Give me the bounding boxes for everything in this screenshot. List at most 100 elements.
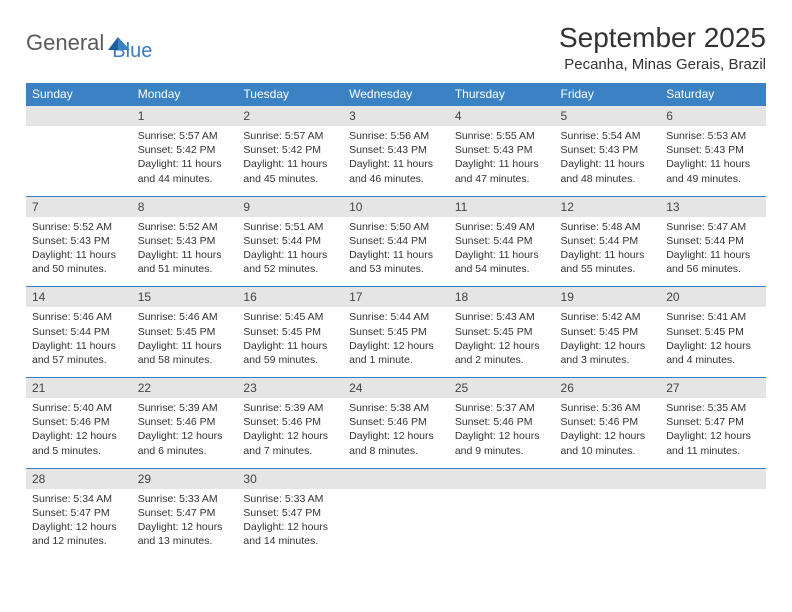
cell-sunset: Sunset: 5:46 PM [243, 415, 337, 429]
day-cell: Sunrise: 5:36 AMSunset: 5:46 PMDaylight:… [555, 398, 661, 468]
cell-day1: Daylight: 11 hours [243, 248, 337, 262]
cell-sunrise: Sunrise: 5:48 AM [561, 220, 655, 234]
cell-day2: and 53 minutes. [349, 262, 443, 276]
cell-day2: and 5 minutes. [32, 444, 126, 458]
logo: General Blue [26, 22, 152, 63]
day-cell: Sunrise: 5:45 AMSunset: 5:45 PMDaylight:… [237, 307, 343, 377]
day-number: 15 [132, 287, 238, 308]
cell-day1: Daylight: 12 hours [32, 520, 126, 534]
day-cell [343, 489, 449, 559]
day-cell: Sunrise: 5:40 AMSunset: 5:46 PMDaylight:… [26, 398, 132, 468]
day-cell: Sunrise: 5:46 AMSunset: 5:45 PMDaylight:… [132, 307, 238, 377]
day-cell: Sunrise: 5:53 AMSunset: 5:43 PMDaylight:… [660, 126, 766, 196]
day-number [26, 106, 132, 127]
day-cell: Sunrise: 5:47 AMSunset: 5:44 PMDaylight:… [660, 217, 766, 287]
cell-day1: Daylight: 11 hours [243, 157, 337, 171]
daynum-row: 282930 [26, 468, 766, 489]
cell-row: Sunrise: 5:34 AMSunset: 5:47 PMDaylight:… [26, 489, 766, 559]
cell-sunrise: Sunrise: 5:56 AM [349, 129, 443, 143]
cell-day2: and 11 minutes. [666, 444, 760, 458]
day-number: 9 [237, 196, 343, 217]
cell-day2: and 57 minutes. [32, 353, 126, 367]
cell-day2: and 50 minutes. [32, 262, 126, 276]
cell-day2: and 8 minutes. [349, 444, 443, 458]
cell-sunset: Sunset: 5:46 PM [32, 415, 126, 429]
cell-day1: Daylight: 12 hours [349, 339, 443, 353]
cell-sunrise: Sunrise: 5:44 AM [349, 310, 443, 324]
cell-day2: and 4 minutes. [666, 353, 760, 367]
cell-day2: and 54 minutes. [455, 262, 549, 276]
cell-day2: and 58 minutes. [138, 353, 232, 367]
cell-day2: and 7 minutes. [243, 444, 337, 458]
day-number: 4 [449, 106, 555, 127]
cell-sunset: Sunset: 5:47 PM [138, 506, 232, 520]
cell-sunset: Sunset: 5:46 PM [561, 415, 655, 429]
dayhead-sat: Saturday [660, 83, 766, 106]
cell-day1: Daylight: 11 hours [455, 157, 549, 171]
cell-day2: and 10 minutes. [561, 444, 655, 458]
day-cell: Sunrise: 5:57 AMSunset: 5:42 PMDaylight:… [132, 126, 238, 196]
cell-day1: Daylight: 12 hours [138, 429, 232, 443]
daynum-row: 123456 [26, 106, 766, 127]
cell-sunrise: Sunrise: 5:52 AM [32, 220, 126, 234]
cell-sunrise: Sunrise: 5:55 AM [455, 129, 549, 143]
cell-day2: and 2 minutes. [455, 353, 549, 367]
cell-sunrise: Sunrise: 5:57 AM [243, 129, 337, 143]
day-number: 17 [343, 287, 449, 308]
cell-day1: Daylight: 12 hours [561, 339, 655, 353]
cell-sunrise: Sunrise: 5:37 AM [455, 401, 549, 415]
day-number: 29 [132, 468, 238, 489]
day-number: 27 [660, 378, 766, 399]
cell-day1: Daylight: 12 hours [561, 429, 655, 443]
day-cell: Sunrise: 5:38 AMSunset: 5:46 PMDaylight:… [343, 398, 449, 468]
day-cell: Sunrise: 5:56 AMSunset: 5:43 PMDaylight:… [343, 126, 449, 196]
cell-row: Sunrise: 5:46 AMSunset: 5:44 PMDaylight:… [26, 307, 766, 377]
day-cell: Sunrise: 5:37 AMSunset: 5:46 PMDaylight:… [449, 398, 555, 468]
cell-day2: and 47 minutes. [455, 172, 549, 186]
cell-sunset: Sunset: 5:44 PM [243, 234, 337, 248]
cell-day1: Daylight: 11 hours [32, 248, 126, 262]
cell-sunrise: Sunrise: 5:57 AM [138, 129, 232, 143]
day-cell: Sunrise: 5:33 AMSunset: 5:47 PMDaylight:… [132, 489, 238, 559]
cell-sunrise: Sunrise: 5:35 AM [666, 401, 760, 415]
cell-day1: Daylight: 11 hours [32, 339, 126, 353]
cell-sunrise: Sunrise: 5:51 AM [243, 220, 337, 234]
cell-day1: Daylight: 11 hours [349, 248, 443, 262]
cell-sunrise: Sunrise: 5:45 AM [243, 310, 337, 324]
day-number: 1 [132, 106, 238, 127]
day-number [343, 468, 449, 489]
cell-day1: Daylight: 12 hours [666, 429, 760, 443]
day-cell: Sunrise: 5:51 AMSunset: 5:44 PMDaylight:… [237, 217, 343, 287]
cell-day2: and 45 minutes. [243, 172, 337, 186]
day-cell: Sunrise: 5:34 AMSunset: 5:47 PMDaylight:… [26, 489, 132, 559]
day-number: 26 [555, 378, 661, 399]
cell-sunrise: Sunrise: 5:49 AM [455, 220, 549, 234]
day-number [660, 468, 766, 489]
cell-row: Sunrise: 5:52 AMSunset: 5:43 PMDaylight:… [26, 217, 766, 287]
cell-day1: Daylight: 11 hours [666, 248, 760, 262]
day-cell: Sunrise: 5:39 AMSunset: 5:46 PMDaylight:… [132, 398, 238, 468]
cell-sunrise: Sunrise: 5:42 AM [561, 310, 655, 324]
cell-sunset: Sunset: 5:44 PM [349, 234, 443, 248]
day-cell: Sunrise: 5:33 AMSunset: 5:47 PMDaylight:… [237, 489, 343, 559]
cell-day2: and 1 minute. [349, 353, 443, 367]
day-cell: Sunrise: 5:42 AMSunset: 5:45 PMDaylight:… [555, 307, 661, 377]
cell-row: Sunrise: 5:40 AMSunset: 5:46 PMDaylight:… [26, 398, 766, 468]
cell-day1: Daylight: 12 hours [455, 429, 549, 443]
cell-day2: and 48 minutes. [561, 172, 655, 186]
day-number: 7 [26, 196, 132, 217]
cell-sunrise: Sunrise: 5:46 AM [32, 310, 126, 324]
cell-sunset: Sunset: 5:43 PM [666, 143, 760, 157]
cell-day2: and 56 minutes. [666, 262, 760, 276]
cell-sunrise: Sunrise: 5:33 AM [243, 492, 337, 506]
cell-sunset: Sunset: 5:45 PM [138, 325, 232, 339]
cell-sunrise: Sunrise: 5:50 AM [349, 220, 443, 234]
cell-day1: Daylight: 12 hours [666, 339, 760, 353]
dayhead-thu: Thursday [449, 83, 555, 106]
cell-day2: and 59 minutes. [243, 353, 337, 367]
cell-sunrise: Sunrise: 5:52 AM [138, 220, 232, 234]
cell-day1: Daylight: 11 hours [561, 248, 655, 262]
cell-sunset: Sunset: 5:43 PM [32, 234, 126, 248]
day-number: 5 [555, 106, 661, 127]
cell-sunrise: Sunrise: 5:41 AM [666, 310, 760, 324]
